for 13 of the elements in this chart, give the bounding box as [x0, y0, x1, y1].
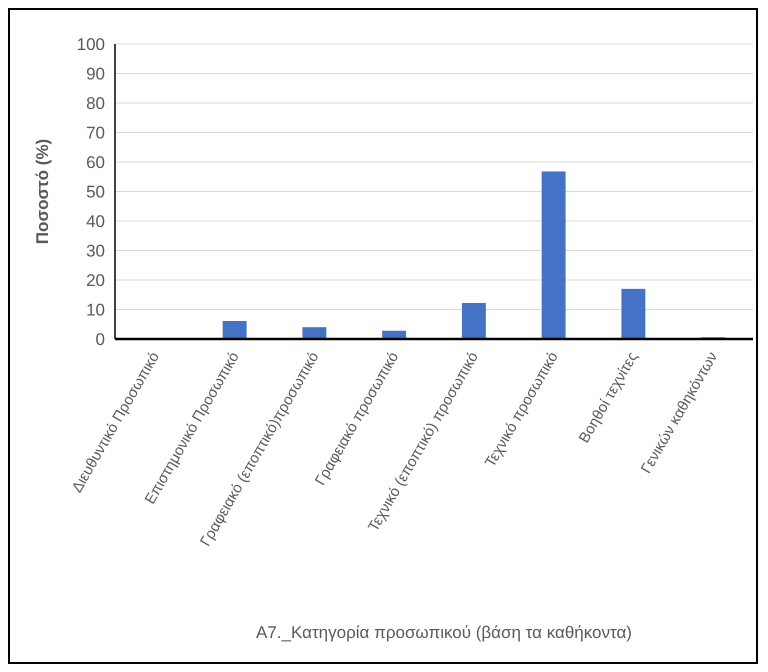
y-tick-label: 70: [86, 123, 105, 142]
y-tick-label: 60: [86, 152, 105, 172]
y-tick-label: 30: [86, 241, 105, 260]
y-tick-label: 100: [76, 34, 105, 54]
y-tick-label: 80: [86, 94, 105, 113]
y-tick-label: 90: [86, 64, 105, 84]
y-tick-label: 20: [86, 270, 105, 290]
y-tick-label: 40: [86, 212, 105, 231]
y-tick-label: 0: [96, 330, 105, 349]
y-axis-title: Ποσοστό (%): [33, 138, 52, 244]
y-tick-label: 10: [86, 300, 105, 320]
y-tick-label: 50: [86, 182, 105, 202]
x-axis-title: A7._Κατηγορία προσωπικού (βάση τα καθήκοντα): [256, 623, 632, 642]
